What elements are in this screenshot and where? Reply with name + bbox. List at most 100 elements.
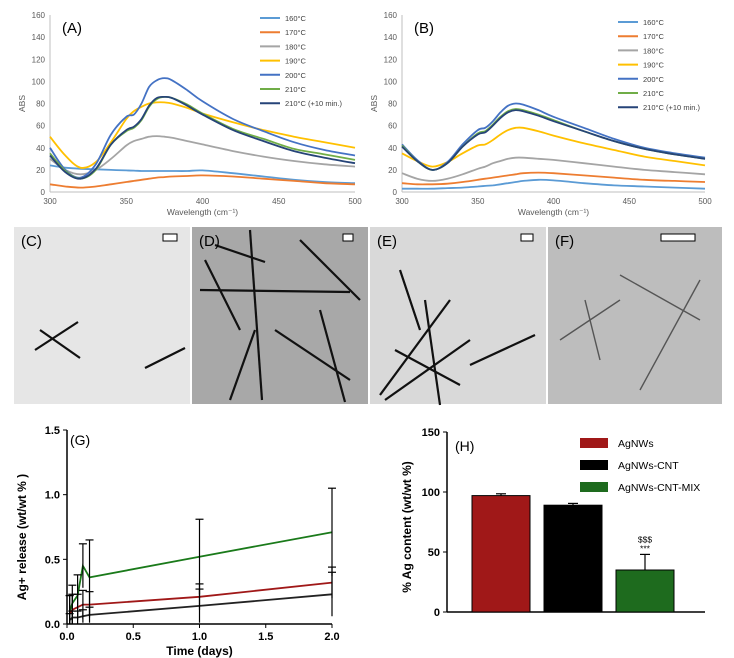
y-tick-label: 0.5 [45,554,60,566]
scale-bar [342,233,354,242]
series-line [49,174,356,189]
x-tick-label: 1.0 [192,631,207,643]
legend-label: 210°C (+10 min.) [643,103,700,112]
panel-h-bar-chart: 0 50 100 150 % Ag content (wt/wt %) (H) AgNWs A… [400,427,705,619]
panel-label: (D) [199,233,220,250]
y-tick-label: 1.0 [45,490,60,502]
y-tick-label: 120 [32,55,46,64]
y-tick-label: 0 [41,188,46,197]
y-tick-label: 20 [388,166,397,175]
x-tick-label: 500 [698,197,712,206]
bar [615,569,675,613]
y-tick-label: 60 [388,122,397,131]
nanowire-shape [34,321,79,351]
nanowire-shape [423,299,442,406]
x-tick-label: 450 [623,197,637,206]
panel-label: (A) [62,20,82,37]
nanowire-shape [639,279,701,391]
significance-annotation: $$$ [638,534,652,544]
series-line [69,593,333,621]
y-tick-label: 1.5 [45,425,60,437]
nanowire-shape [318,309,347,403]
micrograph-image [192,227,368,404]
y-tick-label: 0.0 [45,619,60,631]
legend-label: 210°C [643,89,665,98]
y-tick-label: 100 [422,487,440,499]
y-axis-label: Ag+ release (wt/wt % ) [15,474,29,600]
legend-label: 190°C [643,61,665,70]
x-tick-label: 1.5 [258,631,273,643]
y-tick-label: 0 [434,607,440,619]
y-tick-label: 160 [384,11,398,20]
x-tick-label: 0.5 [126,631,141,643]
series-line [49,101,356,169]
panel-label: (H) [455,438,474,454]
nanowire-shape [199,288,351,294]
nanowire-shape [394,349,461,386]
significance-annotation: *** [640,543,651,553]
series-line [49,95,356,180]
y-tick-label: 100 [32,77,46,86]
x-axis-label: Wavelength (cm⁻¹) [167,207,238,217]
y-tick-label: 40 [36,144,45,153]
legend-label: 200°C [643,75,665,84]
nanowire-shape [299,239,361,301]
panel-b-abs-chart: 0 20 40 60 80 100 120 140 160 300 350 400 450 500 Wave… [369,11,712,217]
y-axis-label: ABS [17,95,27,112]
y-axis-label: ABS [369,95,379,112]
series-line [401,171,706,186]
x-tick-label: 450 [272,197,286,206]
y-axis-label: % Ag content (wt/wt %) [400,461,414,593]
x-axis-label: Wavelength (cm⁻¹) [518,207,589,217]
nanowire-shape [584,299,601,361]
nanowire-shape [384,339,471,401]
nanowire-shape [379,299,451,396]
panel-a-abs-chart: 0 20 40 60 80 100 120 140 160 300 350 400 450 500 Wave… [17,11,362,217]
panel-label: (E) [377,233,397,250]
panel-g-release-chart: 0.0 0.5 1.0 1.5 0.0 0.5 1.0 1.5 2.0 Time (days) Ag… [15,425,340,658]
y-tick-label: 0 [393,188,398,197]
x-tick-label: 400 [547,197,561,206]
nanowire-shape [228,329,257,401]
legend-label: 160°C [643,18,665,27]
x-tick-label: 350 [120,197,134,206]
micrograph-row: (C) (D) (E) (F) [14,227,722,406]
series-line [49,77,356,179]
nanowire-shape [144,347,186,369]
legend-label: 210°C [285,85,307,94]
y-tick-label: 20 [36,166,45,175]
series-line [68,531,333,612]
x-tick-label: 500 [348,197,362,206]
series-line [401,156,706,182]
micrograph-image [370,227,546,404]
x-tick-label: 2.0 [324,631,339,643]
series-line [402,178,706,190]
legend-swatch [580,482,608,492]
bar [471,495,531,613]
nanowire-shape [619,274,701,321]
y-tick-label: 80 [36,100,45,109]
nanowire-shape [39,329,81,359]
y-tick-label: 80 [388,100,397,109]
y-tick-label: 120 [384,55,398,64]
panel-label: (F) [555,233,574,250]
panel-label: (B) [414,20,434,37]
scale-bar [520,233,534,242]
nanowire-shape [469,334,536,366]
nanowire-shape [274,329,351,381]
y-tick-label: 50 [428,547,440,559]
legend-label: 180°C [285,42,307,51]
series-line [401,109,706,171]
bar [543,504,603,613]
legend-label: 210°C (+10 min.) [285,99,342,108]
micrograph-image [14,227,190,404]
legend-label: 180°C [643,46,665,55]
scale-bar [162,233,178,242]
legend-label: 190°C [285,57,307,66]
x-tick-label: 400 [196,197,210,206]
legend-label: 160°C [285,14,307,23]
legend-label: 170°C [643,32,665,41]
nanowire-shape [559,299,621,341]
y-tick-label: 140 [384,33,398,42]
